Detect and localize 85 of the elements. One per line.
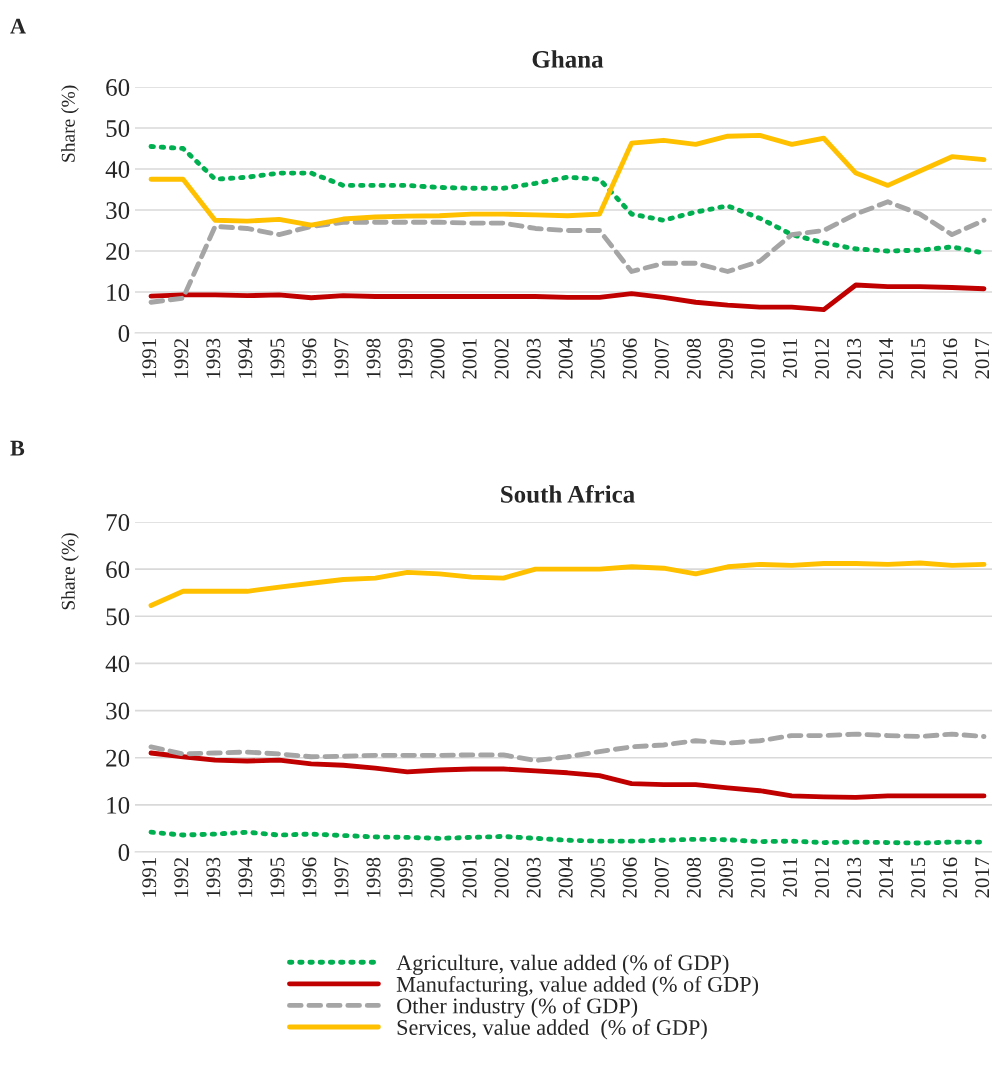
x-tick-label: 1998: [366, 857, 381, 897]
y-tick-label: 20: [106, 749, 130, 767]
y-tick-label: 60: [106, 561, 130, 579]
chart-title: Ghana: [532, 50, 604, 68]
x-tick-label: 2013: [846, 338, 862, 379]
y-tick-label: 0: [118, 325, 130, 342]
x-tick-label: 2015: [911, 338, 926, 379]
line-series: [148, 132, 987, 228]
y-tick-label: 10: [107, 796, 130, 814]
x-tick-label: 2006: [622, 338, 637, 379]
y-tick-label: 10: [107, 284, 130, 301]
y-tick-label: 40: [105, 161, 130, 178]
x-tick-label: 1994: [238, 857, 253, 897]
x-tick-label: 2012: [814, 858, 830, 898]
line-series: [148, 560, 987, 608]
x-tick-label: 2010: [750, 857, 765, 898]
line-series: [148, 750, 987, 800]
y-tick-label: 0: [118, 844, 130, 861]
legend-label: Agriculture, value added (% of GDP): [396, 954, 729, 975]
x-tick-label: 2003: [526, 857, 541, 898]
x-tick-label: 2008: [686, 338, 701, 379]
x-tick-label: 2000: [430, 857, 445, 898]
x-tick-label: 2009: [718, 857, 733, 898]
y-tick-label: 40: [105, 655, 130, 673]
chart-title: South Africa: [501, 484, 635, 503]
x-tick-label: 2007: [654, 338, 669, 379]
x-tick-label: 2004: [558, 857, 573, 898]
x-tick-label: 2012: [814, 339, 830, 379]
legend-label: Manufacturing, value added (% of GDP): [396, 975, 759, 997]
legend-label: Services, value added (% of GDP): [397, 1019, 707, 1040]
y-tick-label: 30: [106, 202, 130, 219]
x-tick-label: 2011: [782, 339, 797, 378]
text: A: [10, 18, 26, 34]
x-tick-label: 1993: [206, 338, 221, 378]
line-series: [148, 731, 987, 763]
x-tick-label: 1997: [334, 338, 349, 378]
y-tick-label: 70: [106, 514, 130, 531]
line-series: [148, 199, 987, 305]
y-axis-title: Share (%): [61, 533, 79, 610]
x-tick-label: 1992: [174, 339, 189, 378]
y-axis-title: Share (%): [61, 85, 79, 162]
x-tick-label: 2000: [430, 338, 445, 379]
x-tick-label: 1995: [270, 857, 285, 897]
x-tick-label: 2017: [975, 857, 990, 898]
x-tick-label: 2015: [911, 857, 926, 898]
x-tick-label: 1999: [398, 857, 413, 897]
x-tick-label: 1999: [398, 338, 413, 378]
x-tick-label: 1991: [142, 858, 157, 897]
x-tick-label: 2002: [494, 858, 509, 898]
text: B: [10, 440, 25, 456]
x-tick-label: 2016: [943, 857, 958, 898]
x-tick-label: 1993: [206, 857, 221, 897]
x-tick-label: 2013: [846, 857, 862, 898]
x-tick-label: 2001: [462, 858, 477, 898]
x-tick-label: 1996: [302, 857, 317, 897]
x-tick-label: 2007: [654, 857, 669, 898]
x-tick-label: 2004: [558, 338, 573, 379]
x-tick-label: 2008: [686, 857, 701, 898]
x-tick-label: 2002: [494, 339, 509, 379]
x-tick-label: 2011: [782, 858, 797, 897]
x-tick-label: 1997: [334, 857, 349, 897]
x-tick-label: 2003: [526, 338, 541, 379]
x-tick-label: 1995: [270, 338, 285, 378]
x-tick-label: 2010: [750, 338, 765, 379]
x-tick-label: 2014: [879, 338, 894, 379]
x-tick-label: 1998: [366, 338, 381, 378]
line-series: [148, 282, 987, 313]
x-tick-label: 1991: [142, 339, 157, 378]
y-tick-label: 20: [106, 243, 130, 260]
x-tick-label: 1996: [302, 338, 317, 378]
x-tick-label: 2005: [590, 857, 605, 898]
x-tick-label: 2009: [718, 338, 733, 379]
y-tick-label: 30: [106, 702, 130, 720]
x-tick-label: 2006: [622, 857, 637, 898]
x-tick-label: 2005: [590, 338, 605, 379]
y-tick-label: 60: [106, 79, 130, 96]
legend-label: Other industry (% of GDP): [397, 997, 638, 1018]
x-tick-label: 1994: [238, 338, 253, 378]
y-tick-label: 50: [106, 608, 130, 626]
x-tick-label: 1992: [174, 858, 189, 897]
y-tick-label: 50: [106, 120, 130, 137]
x-tick-label: 2014: [879, 857, 894, 898]
x-tick-label: 2016: [943, 338, 958, 379]
x-tick-label: 2017: [975, 338, 990, 379]
x-tick-label: 2001: [462, 339, 477, 379]
